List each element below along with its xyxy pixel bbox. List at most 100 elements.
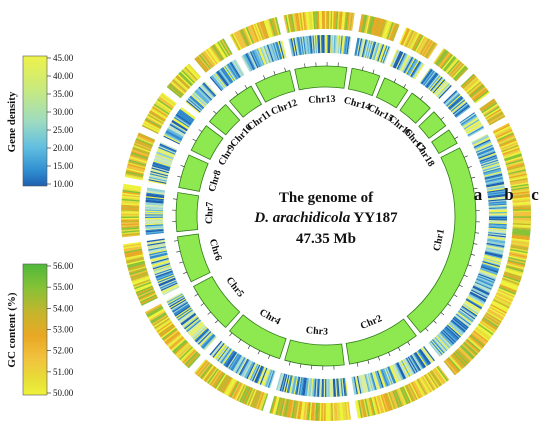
gc-content-bin bbox=[211, 371, 224, 388]
gene-density-bin bbox=[324, 35, 326, 54]
gc-content-bin bbox=[512, 213, 531, 216]
gene-density-bin bbox=[472, 286, 490, 296]
gc-content-bin bbox=[398, 387, 407, 406]
gene-density-bin bbox=[467, 126, 484, 137]
gene-density-bin bbox=[488, 202, 507, 205]
gene-density-bin bbox=[170, 300, 187, 311]
gene-density-bin bbox=[397, 361, 408, 379]
gene-density-bin bbox=[172, 118, 189, 130]
gene-density-bin bbox=[340, 378, 344, 397]
gc-content-bin bbox=[164, 331, 180, 344]
gc-content-bin bbox=[249, 389, 259, 407]
genome-title-line1: The genome of bbox=[279, 190, 374, 206]
gc-content-bin bbox=[510, 182, 529, 187]
gc-content-bin bbox=[167, 84, 183, 98]
gc-content-bin bbox=[219, 39, 231, 57]
gene-density-bin bbox=[202, 335, 217, 350]
gene-density-bin bbox=[478, 273, 496, 282]
gene-density-bin bbox=[377, 370, 385, 388]
gene-density-bin bbox=[487, 233, 506, 237]
gc-content-bin bbox=[256, 392, 265, 410]
gene-density-bin bbox=[334, 35, 337, 54]
gc-content-bin bbox=[509, 248, 528, 254]
gene-density-bin bbox=[405, 357, 416, 374]
gc-content-bin bbox=[148, 309, 165, 321]
gene-density-bin bbox=[305, 36, 309, 55]
gene-density-bin bbox=[164, 133, 182, 143]
gc-content-bin bbox=[282, 398, 288, 417]
gene-density-bin bbox=[252, 365, 262, 383]
gene-density-bin bbox=[437, 84, 451, 99]
gene-density-bin bbox=[200, 84, 214, 99]
gene-density-bin bbox=[483, 171, 502, 177]
gene-density-bin bbox=[311, 378, 315, 397]
gene-density-bin bbox=[400, 55, 411, 72]
gc-content-bin bbox=[269, 395, 276, 414]
gc-content-bin bbox=[460, 344, 475, 359]
gene-density-bin bbox=[311, 35, 314, 54]
gc-content-bin bbox=[157, 97, 174, 110]
gene-density-bin bbox=[150, 170, 169, 177]
gene-density-bin bbox=[245, 361, 255, 379]
gc-content-bin bbox=[278, 397, 284, 416]
gene-density-bin bbox=[382, 46, 390, 64]
gene-density-bin bbox=[239, 359, 250, 376]
gene-density-bin bbox=[147, 241, 166, 246]
gene-density-bin bbox=[428, 75, 441, 90]
gc-content-bin bbox=[420, 39, 432, 56]
gc-content-bin bbox=[311, 402, 315, 421]
gene-density-bin bbox=[441, 330, 456, 344]
gene-density-bin bbox=[197, 331, 212, 345]
gene-density-bin bbox=[481, 265, 499, 272]
gene-density-bin bbox=[242, 54, 252, 72]
gene-density-bin bbox=[238, 358, 249, 376]
gene-density-bin bbox=[322, 35, 324, 54]
gene-density-bin bbox=[479, 268, 498, 276]
gene-density-bin bbox=[288, 38, 294, 57]
gene-density-bin bbox=[325, 34, 328, 53]
gc-content-bin bbox=[314, 11, 317, 30]
gc-content-bin bbox=[468, 83, 484, 97]
gc-content-bin bbox=[464, 77, 479, 92]
gene-density-bin bbox=[363, 374, 369, 393]
gc-content-bin bbox=[512, 202, 531, 206]
gene-density-bin bbox=[407, 356, 418, 373]
gene-density-bin bbox=[463, 302, 480, 314]
gene-density-bin bbox=[399, 54, 409, 72]
gc-content-bin bbox=[239, 385, 249, 403]
gene-density-bin bbox=[231, 354, 242, 371]
gene-density-colorbar bbox=[22, 55, 48, 187]
chromosome-label-chr12: Chr12 bbox=[270, 97, 299, 117]
gc-content-bin bbox=[386, 22, 394, 40]
gc-content-bin bbox=[228, 380, 239, 398]
gc-content-bin bbox=[437, 51, 450, 67]
gene-density-bin bbox=[180, 312, 196, 325]
gc-content-bin bbox=[509, 250, 528, 256]
gene-density-bin bbox=[383, 46, 392, 64]
gc-content-bin bbox=[479, 99, 496, 112]
gene-density-bin bbox=[145, 200, 164, 204]
gene-density-bin bbox=[301, 36, 306, 55]
gene-density-bin bbox=[160, 282, 178, 291]
gene-density-bin bbox=[345, 36, 349, 55]
gc-content-bin bbox=[377, 18, 384, 37]
gene-density-bin bbox=[212, 342, 225, 358]
gene-density-bin bbox=[178, 310, 195, 323]
gene-density-bin bbox=[149, 173, 168, 179]
gene-density-bin bbox=[187, 321, 203, 335]
gene-density-bin bbox=[158, 278, 176, 287]
gene-density-bin bbox=[162, 285, 180, 295]
gene-density-bin bbox=[176, 308, 193, 320]
gc-content-bin bbox=[494, 296, 511, 306]
gc-content-bin bbox=[497, 135, 516, 144]
gc-content-bin bbox=[479, 321, 496, 333]
gene-density-bin bbox=[397, 362, 407, 379]
gene-density-bin bbox=[303, 377, 307, 396]
gene-density-bin bbox=[487, 235, 506, 239]
gc-content-bin bbox=[509, 251, 528, 257]
gc-content-bin bbox=[501, 146, 520, 154]
gene-density-bin bbox=[304, 377, 308, 396]
gc-content-bin bbox=[498, 286, 516, 296]
gc-content-bin bbox=[501, 280, 519, 289]
gc-content-bin bbox=[506, 264, 524, 272]
